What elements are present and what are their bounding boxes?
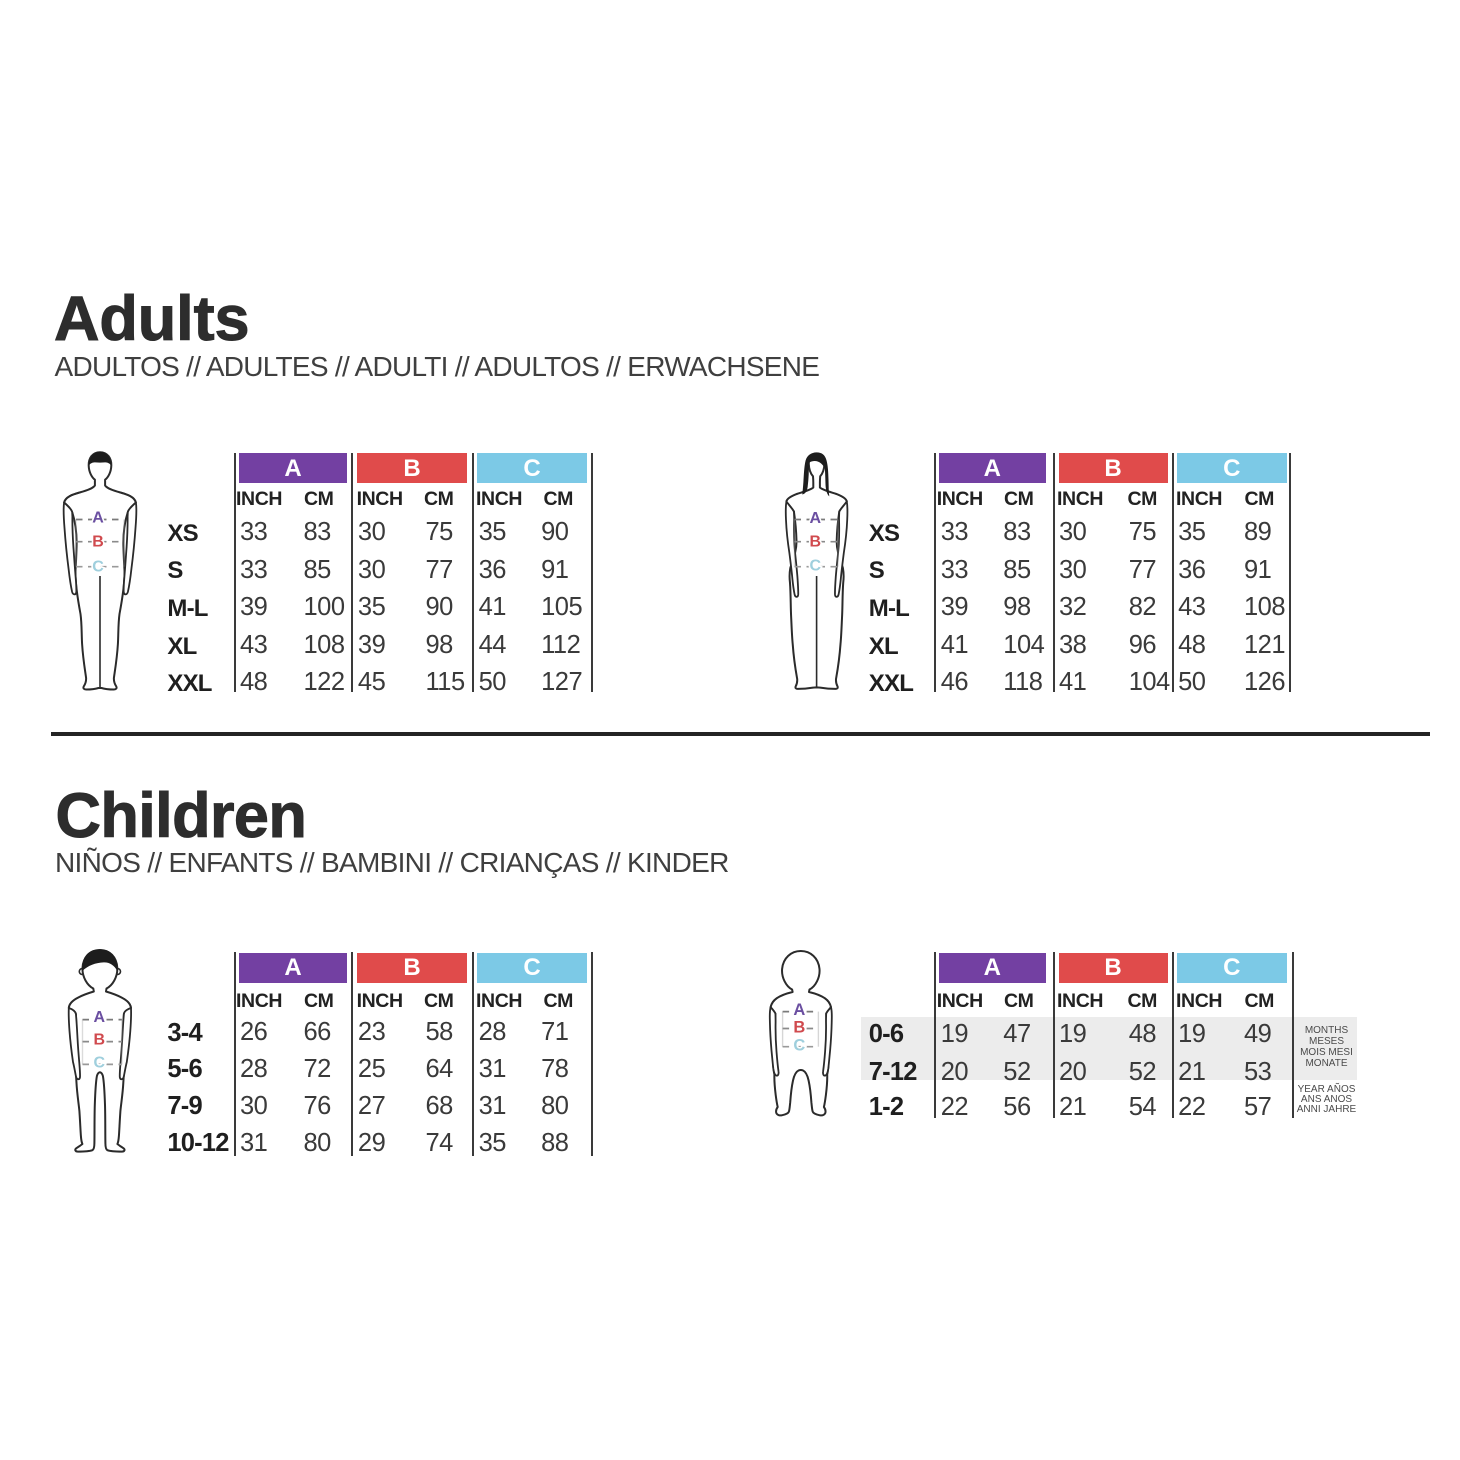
svg-text:B: B xyxy=(810,533,822,550)
svg-text:B: B xyxy=(793,1018,805,1036)
svg-text:A: A xyxy=(92,509,104,526)
svg-text:B: B xyxy=(93,1032,105,1049)
svg-text:C: C xyxy=(810,557,822,574)
svg-text:C: C xyxy=(93,1055,105,1072)
svg-text:C: C xyxy=(92,558,104,575)
svg-text:A: A xyxy=(93,1009,105,1026)
svg-text:A: A xyxy=(793,1001,805,1019)
svg-text:B: B xyxy=(92,533,104,550)
svg-text:A: A xyxy=(810,510,822,527)
svg-text:C: C xyxy=(793,1037,805,1055)
